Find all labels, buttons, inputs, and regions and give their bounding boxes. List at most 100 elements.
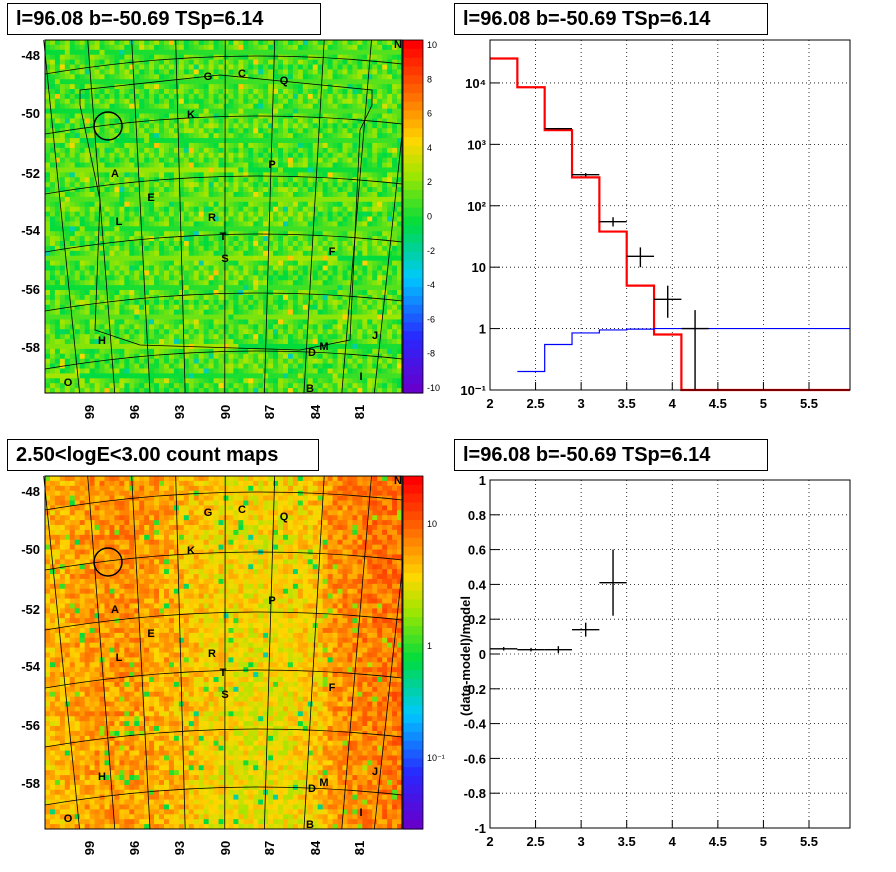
source-label: H [98,771,106,783]
source-label: S [221,253,228,265]
residual-y-tick-label: 0 [479,647,486,662]
source-label: P [268,159,275,171]
source-label: I [359,371,362,383]
count-map-source-labels: N G C Q K P A E L RTS F J H D M O B I [64,475,402,831]
source-label: I [359,807,362,819]
source-label: T [220,231,227,243]
source-label: C [238,68,246,80]
residual-y-tick-label: 0.2 [468,612,486,627]
map-y-tick-label: -58 [21,340,40,355]
spectrum-y-tick-label: 10 [472,260,486,275]
map-x-tick-label: 84 [308,404,323,419]
count-map-y-ticks: -48 -50 -52 -54 -56 -58 [21,484,41,791]
map-x-tick-label: 99 [82,841,97,855]
source-label: L [116,216,123,228]
residual-y-tick-label: 0.4 [468,577,487,592]
source-label: F [329,246,336,258]
colorbar-tick-label: 8 [427,74,432,84]
map-y-tick-label: -52 [21,166,40,181]
residual-y-tick-label: 0.8 [468,508,486,523]
colorbar-tick-label: -4 [427,280,435,290]
source-label: B [306,383,314,395]
source-label: A [111,604,119,616]
map-x-tick-label: 84 [308,840,323,855]
count-map-coordinate-grid [43,475,413,830]
data-point-errorbar [572,173,600,177]
map-x-tick-label: 96 [127,405,142,419]
map-y-tick-label: -56 [21,718,40,733]
residual-point-errorbar [517,647,545,652]
source-label: E [147,628,154,640]
residual-map-source-labels: N G C Q K P A E L RTS F J H D M O B I [64,39,402,395]
residual-x-tick-label: 5 [760,834,767,849]
residual-y-tick-label: -0.8 [464,786,486,801]
spectrum-y-tick-label: 1 [479,322,486,337]
source-label: N [394,39,402,51]
map-x-tick-label: 87 [262,405,277,419]
data-point-errorbar [544,127,573,130]
residual-y-tick-label: 1 [479,473,486,488]
residual-ratio-chart: 2 2.5 3 3.5 4 4.5 5 5.5 -1 -0.8 -0.6 -0.4 -0.2 0 0.2 0.… [458,473,851,849]
source-label: R [208,212,216,224]
map-y-tick-label: -50 [21,542,40,557]
source-label: P [268,595,275,607]
map-x-tick-label: 96 [127,841,142,855]
count-map-x-ticks: 99 96 93 90 87 84 81 [82,840,367,855]
count-map-pixels [45,476,403,830]
residual-y-tick-label: 0.6 [468,543,486,558]
source-label: D [308,783,316,795]
map-y-tick-label: -52 [21,602,40,617]
colorbar-tick-label: 10⁻¹ [427,753,445,763]
source-label: S [221,689,228,701]
map-y-tick-label: -48 [21,484,40,499]
spectrum-x-tick-label: 4 [669,396,677,411]
map-y-tick-label: -56 [21,282,40,297]
background-step-line [517,327,850,373]
colorbar-tick-label: 4 [427,143,432,153]
spectrum-x-tick-label: 3 [578,396,585,411]
residual-point-errorbar [599,549,627,616]
colorbar-tick-label: 10 [427,519,437,529]
map-y-tick-label: -54 [21,659,41,674]
colorbar-tick-label: -6 [427,314,435,324]
residual-x-tick-label: 5.5 [800,834,818,849]
spectrum-y-tick-label: 10³ [467,137,486,152]
residual-y-axis-label: (data-model)/model [458,596,473,716]
data-point-errorbar [681,310,709,390]
spectrum-y-tick-label: 10² [467,199,486,214]
source-label: T [220,667,227,679]
data-point-errorbar [654,285,682,318]
spectrum-x-tick-label: 3.5 [618,396,636,411]
map-x-tick-label: 81 [352,841,367,855]
residual-map-x-ticks: 99 96 93 90 87 84 81 [82,404,367,419]
source-label: K [187,545,195,557]
source-label: E [147,192,154,204]
residual-y-tick-label: -0.4 [464,717,487,732]
source-label: O [64,813,73,825]
source-label: A [111,168,119,180]
residual-x-tick-label: 2 [486,834,493,849]
colorbar-tick-label: 0 [427,212,432,222]
residual-point-errorbar [544,646,573,654]
source-label: O [64,377,73,389]
colorbar-tick-label: 6 [427,109,432,119]
spectrum-title: l=96.08 b=-50.69 TSp=6.14 [454,3,768,35]
map-y-tick-label: -50 [21,106,40,121]
source-label: N [394,475,402,487]
source-label: Q [280,75,289,87]
count-map: 10 1 10⁻¹ N G C Q K P A E L RTS F J H D M O B I -48 -50 -52 -5… [21,475,445,855]
source-label: C [238,504,246,516]
spectrum-x-tick-label: 5.5 [800,396,818,411]
spectrum-x-tick-label: 4.5 [709,396,727,411]
residual-x-tick-label: 4 [669,834,677,849]
map-x-tick-label: 93 [172,841,187,855]
residual-x-tick-label: 4.5 [709,834,727,849]
spectrum-y-tick-label: 10⁻¹ [460,383,486,398]
map-x-tick-label: 81 [352,405,367,419]
spectrum-x-tick-label: 2 [486,396,493,411]
map-x-tick-label: 90 [218,841,233,855]
residual-x-tick-label: 2.5 [527,834,545,849]
count-colorbar: 10 1 10⁻¹ [402,475,445,830]
source-label: Q [280,511,289,523]
